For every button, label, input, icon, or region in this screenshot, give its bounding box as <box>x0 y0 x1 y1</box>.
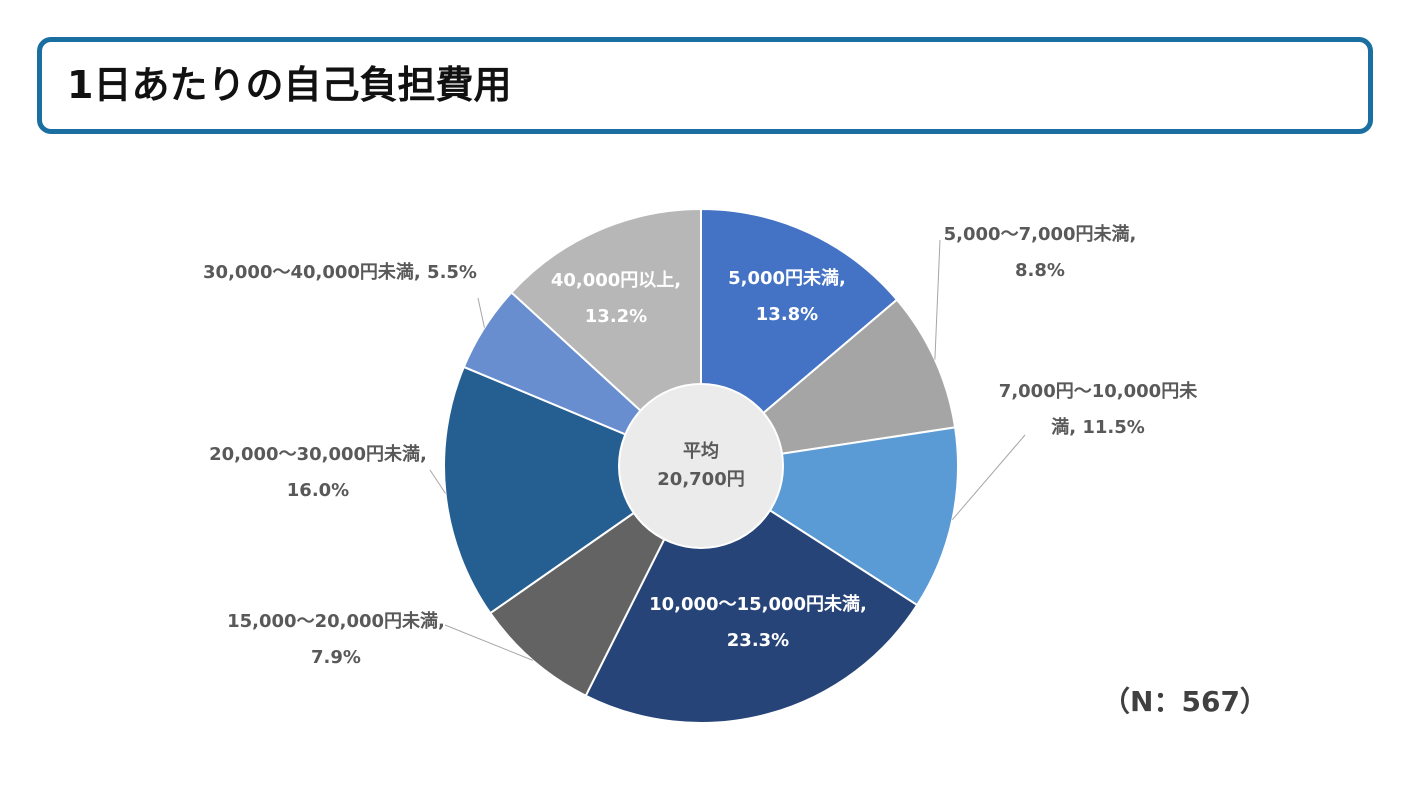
header-box: 1日あたりの自己負担費用 <box>37 37 1373 134</box>
leader-line <box>444 624 534 661</box>
data-label: 5,000円未満, 13.8% <box>728 268 846 325</box>
data-label: 15,000～20,000円未満, 7.9% <box>227 611 445 668</box>
data-label: 5,000～7,000円未満, 8.8% <box>943 224 1137 281</box>
sample-size-note: （N：567） <box>1102 685 1268 718</box>
pie-slice <box>584 464 919 724</box>
chart-title: 1日あたりの自己負担費用 <box>67 63 512 107</box>
center-label: 20,700円 <box>657 469 744 490</box>
leader-line <box>429 469 446 494</box>
data-label: 20,000～30,000円未満, 16.0% <box>209 444 427 501</box>
data-label: 40,000円以上, 13.2% <box>550 270 682 327</box>
leader-line <box>951 434 1026 521</box>
data-label: 30,000～40,000円未満, 5.5% <box>203 262 477 283</box>
center-label: 平均 <box>683 440 719 462</box>
donut-center <box>618 383 784 549</box>
leader-line <box>477 297 485 328</box>
leader-line <box>934 239 941 360</box>
data-label: 7,000円～10,000円未満, 11.5% <box>998 381 1198 438</box>
data-label: 10,000～15,000円未満, 23.3% <box>649 594 867 651</box>
